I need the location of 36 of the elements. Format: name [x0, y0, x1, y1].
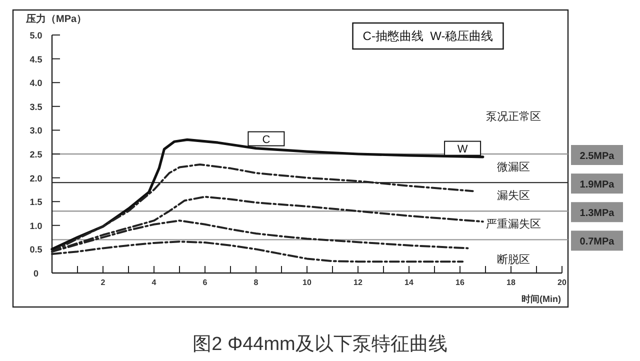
- y-tick-label: 0.5: [30, 244, 42, 255]
- ref-line-label: 2.5MPa: [580, 151, 615, 162]
- y-tick-label: 3.5: [30, 102, 42, 112]
- y-tick-label: 3.0: [30, 126, 42, 136]
- x-tick-label: 20: [558, 278, 567, 287]
- y-tick-label: 4.0: [30, 78, 42, 88]
- x-tick-label: 6: [202, 278, 208, 287]
- y-tick-label: 4.5: [30, 54, 42, 64]
- y-tick-label: 5.0: [30, 30, 42, 40]
- x-tick-label: 16: [456, 278, 465, 287]
- y-axis-title: 压力（MPa）: [25, 13, 87, 25]
- y-tick-label: 1.5: [30, 197, 42, 208]
- annotation: 漏失区: [497, 189, 530, 202]
- y-tick-label: 2.0: [30, 173, 42, 184]
- annotation: C-抽憋曲线 W-稳压曲线: [362, 29, 494, 43]
- annotation: C: [262, 134, 270, 146]
- annotation: 微漏区: [497, 162, 530, 174]
- annotation: 泵况正常区: [486, 110, 542, 123]
- y-tick-label: 0: [33, 268, 39, 278]
- annotation: 严重漏失区: [486, 218, 542, 231]
- y-tick-label: 2.5: [30, 150, 42, 160]
- ref-line-label: 1.9MPa: [580, 180, 615, 191]
- x-tick-label: 18: [506, 278, 516, 287]
- y-tick-label: 1.0: [30, 220, 42, 231]
- annotation: 断脱区: [497, 253, 530, 266]
- ref-line-label: 0.7MPa: [580, 236, 615, 248]
- ref-line-label: 1.3MPa: [580, 208, 615, 220]
- x-axis-title: 时间(Min): [522, 294, 561, 304]
- x-tick-label: 10: [302, 278, 312, 287]
- x-tick-label: 12: [354, 278, 363, 287]
- x-tick-label: 14: [404, 278, 414, 287]
- x-tick-label: 4: [152, 278, 157, 287]
- x-tick-label: 2: [100, 278, 106, 287]
- text: 图2 Φ44mm及以下泵特征曲线: [192, 334, 448, 355]
- annotation: W: [457, 143, 468, 156]
- x-tick-label: 8: [254, 278, 259, 287]
